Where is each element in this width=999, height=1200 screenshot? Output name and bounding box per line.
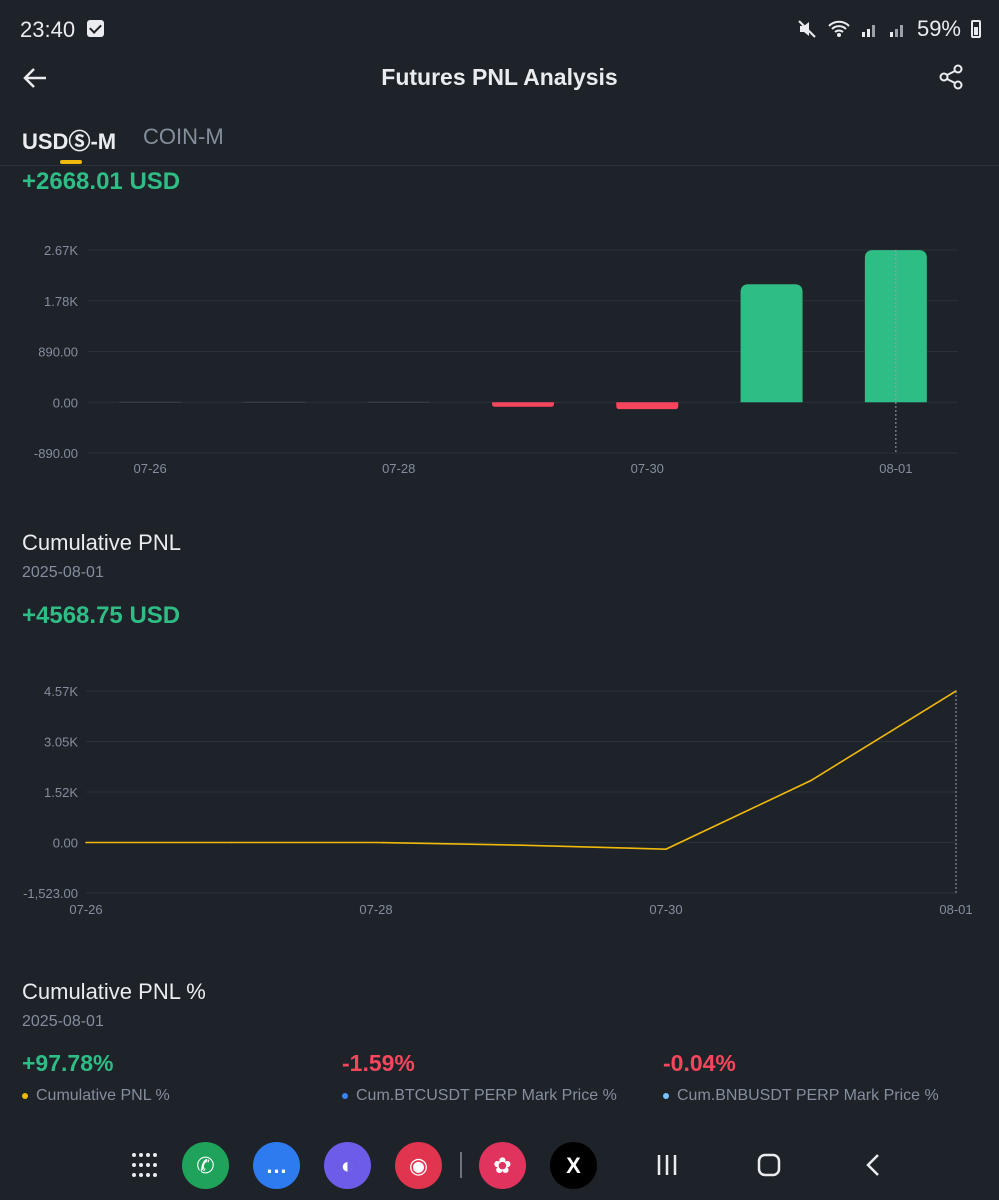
bar — [616, 402, 679, 410]
x-tick-label: 08-01 — [879, 461, 912, 476]
stat-label: Cumulative PNL % — [36, 1087, 170, 1104]
notification-check-icon — [87, 20, 104, 37]
legend-dot-icon — [663, 1093, 669, 1099]
x-tick-label: 07-28 — [359, 902, 392, 917]
y-tick-label: 890.00 — [38, 345, 78, 360]
camera-app-icon[interactable]: ◉ — [395, 1142, 442, 1189]
mute-icon — [798, 20, 816, 38]
legend-dot-icon — [22, 1093, 28, 1099]
stat-label: Cum.BTCUSDT PERP Mark Price % — [356, 1087, 617, 1104]
y-tick-label: -890.00 — [34, 446, 78, 461]
y-tick-label: 2.67K — [44, 243, 78, 258]
back-nav-icon[interactable] — [862, 1153, 884, 1177]
legend-dot-icon — [342, 1093, 348, 1099]
status-bar: 23:40 59% — [0, 0, 999, 58]
messages-app-icon[interactable]: … — [253, 1142, 300, 1189]
series-line — [86, 690, 957, 850]
cumulative-pnl-date: 2025-08-01 — [22, 564, 104, 581]
signal-icon-2 — [889, 25, 903, 37]
internet-app-icon[interactable]: ◐ — [324, 1142, 371, 1189]
dock-divider — [460, 1152, 462, 1178]
stat-label: Cum.BNBUSDT PERP Mark Price % — [677, 1087, 939, 1104]
x-tick-label: 07-26 — [69, 902, 102, 917]
app-drawer-icon[interactable] — [131, 1152, 157, 1178]
y-tick-label: 0.00 — [53, 395, 78, 410]
x-tick-label: 07-26 — [134, 461, 167, 476]
home-icon[interactable] — [757, 1153, 781, 1177]
tab-coin-m[interactable]: COIN-M — [143, 124, 224, 149]
phone-app-icon[interactable]: ✆ — [182, 1142, 229, 1189]
app-header: Futures PNL Analysis — [0, 58, 999, 98]
y-tick-label: 4.57K — [44, 684, 78, 699]
stat-btc-mark-price-pct: -1.59% Cum.BTCUSDT PERP Mark Price % — [342, 1050, 617, 1105]
status-time: 23:40 — [20, 17, 76, 42]
cumulative-pnl-value: +4568.75 USD — [22, 602, 181, 629]
y-tick-label: 1.78K — [44, 294, 78, 309]
data-point — [85, 841, 87, 844]
cumulative-pnl-title: Cumulative PNL — [22, 530, 181, 555]
stat-value: +97.78% — [22, 1050, 114, 1076]
x-tick-label: 07-28 — [382, 461, 415, 476]
bar — [492, 402, 554, 407]
x-tick-label: 07-30 — [631, 461, 664, 476]
wifi-icon — [828, 20, 850, 37]
data-point — [520, 844, 522, 846]
x-tick-label: 07-30 — [649, 902, 682, 917]
tab-usds-m[interactable]: USDⓈ-M — [22, 129, 117, 154]
gallery-app-icon[interactable]: ✿ — [479, 1142, 526, 1189]
daily-pnl-value: +2668.01 USD — [22, 168, 181, 195]
page-title: Futures PNL Analysis — [381, 64, 618, 90]
system-nav-bar: ✆ … ◐ ◉ ✿ X — [0, 1140, 999, 1190]
battery-percent: 59% — [916, 16, 961, 41]
stat-value: -0.04% — [663, 1050, 736, 1076]
back-arrow-icon[interactable] — [22, 64, 50, 92]
data-point — [810, 779, 812, 782]
x-app-icon[interactable]: X — [550, 1142, 597, 1189]
cumulative-pnl-pct-date: 2025-08-01 — [22, 1013, 104, 1030]
daily-pnl-bar-chart[interactable]: 2.67K 1.78K 890.00 0.00 -890.00 07-26 07-28 07-… — [0, 230, 999, 490]
y-tick-label: 3.05K — [44, 735, 78, 750]
recents-icon[interactable] — [655, 1153, 679, 1177]
bar — [740, 284, 803, 403]
x-tick-label: 08-01 — [939, 902, 972, 917]
stat-bnb-mark-price-pct: -0.04% Cum.BNBUSDT PERP Mark Price % — [663, 1050, 939, 1105]
y-tick-label: 0.00 — [53, 836, 78, 851]
stat-cumulative-pnl-pct: +97.78% Cumulative PNL % — [22, 1050, 170, 1105]
data-point — [665, 848, 667, 850]
data-point — [375, 841, 377, 844]
y-tick-label: 1.52K — [44, 785, 78, 800]
stat-value: -1.59% — [342, 1050, 415, 1076]
battery-icon — [971, 20, 981, 38]
data-point — [230, 841, 232, 844]
margin-type-tabs: USDⓈ-M COIN-M — [0, 122, 999, 166]
share-icon[interactable] — [937, 63, 965, 91]
signal-icon — [861, 25, 875, 37]
cumulative-pnl-pct-title: Cumulative PNL % — [22, 979, 206, 1004]
active-tab-indicator — [60, 160, 82, 164]
y-tick-label: -1,523.00 — [23, 886, 78, 901]
pnl-pct-stats: +97.78% Cumulative PNL % -1.59% Cum.BTCU… — [0, 1050, 999, 1110]
